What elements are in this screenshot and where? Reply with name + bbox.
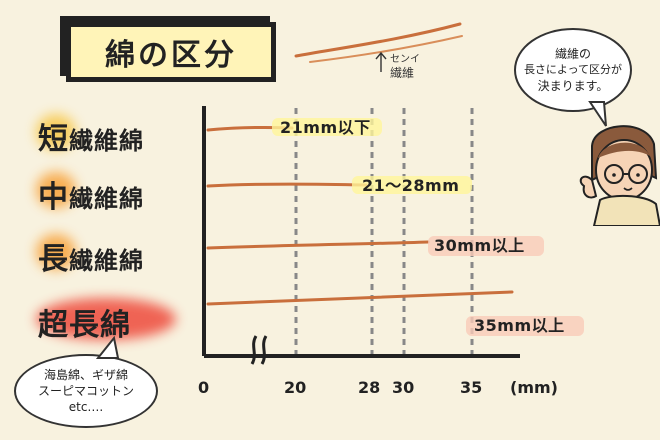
bubble-left-line2: スーピマコットン: [37, 384, 134, 398]
category-glow-short: [36, 114, 76, 150]
value-label-medium: 21～28mm: [362, 176, 460, 195]
fiber-reading: センイ: [390, 54, 420, 65]
value-highlight-long: [428, 236, 544, 256]
fiber-label: 繊維: [390, 66, 415, 80]
category-long-rest: 繊維綿: [69, 247, 144, 275]
page-title: 綿の区分: [66, 22, 276, 82]
axis-unit: (mm): [510, 378, 558, 397]
value-highlight-medium: [352, 176, 472, 194]
tick-35: 35: [460, 378, 483, 397]
value-label-extra-long: 35mm以上: [474, 316, 565, 335]
category-long: 長繊維綿: [38, 234, 144, 278]
fiber-extra-long: [206, 290, 514, 306]
fiber-sample-illustration: [294, 22, 463, 63]
category-medium: 中繊維綿: [38, 172, 144, 216]
value-label-short: 21mm以下: [280, 118, 371, 137]
fiber-medium: [206, 182, 368, 188]
category-glow-long: [36, 234, 76, 270]
tick-20: 20: [284, 378, 307, 397]
bubble-right-line2: 長さによって区分が: [523, 63, 623, 76]
category-medium-head: 中: [38, 180, 69, 215]
bubble-right-line3: 決まります。: [537, 79, 609, 93]
bubble-left-line3: etc….: [68, 400, 104, 414]
bubble-left-line1: 海島綿、ギザ綿: [43, 368, 128, 382]
value-highlight-short: [272, 118, 382, 136]
axis-break-marker-1: [250, 335, 258, 365]
speech-bubble-left: 海島綿、ギザ綿 スーピマコットン etc….: [14, 354, 158, 428]
category-medium-rest: 繊維綿: [69, 185, 144, 213]
category-long-head: 長: [38, 242, 69, 277]
up-arrow-icon: [375, 51, 387, 72]
axis-break-marker-2: [260, 335, 268, 365]
tick-0: 0: [198, 378, 210, 397]
category-short-head: 短: [38, 122, 69, 157]
category-short-rest: 繊維綿: [69, 127, 144, 155]
value-highlight-extra-long: [466, 316, 584, 336]
character-illustration: [579, 125, 660, 226]
bubble-right-tail: [588, 101, 607, 127]
tick-30: 30: [392, 378, 415, 397]
category-short: 短繊維綿: [38, 114, 144, 158]
value-label-long: 30mm以上: [434, 236, 525, 255]
fiber-long: [206, 240, 430, 250]
bubble-left-tail: [96, 336, 120, 359]
tick-28: 28: [358, 378, 381, 397]
category-glow-medium: [36, 172, 76, 208]
speech-bubble-right: 繊維の 長さによって区分が 決まります。: [514, 28, 632, 112]
category-glow-extra-long: [36, 298, 176, 340]
bubble-right-line1: 繊維の: [554, 47, 591, 61]
